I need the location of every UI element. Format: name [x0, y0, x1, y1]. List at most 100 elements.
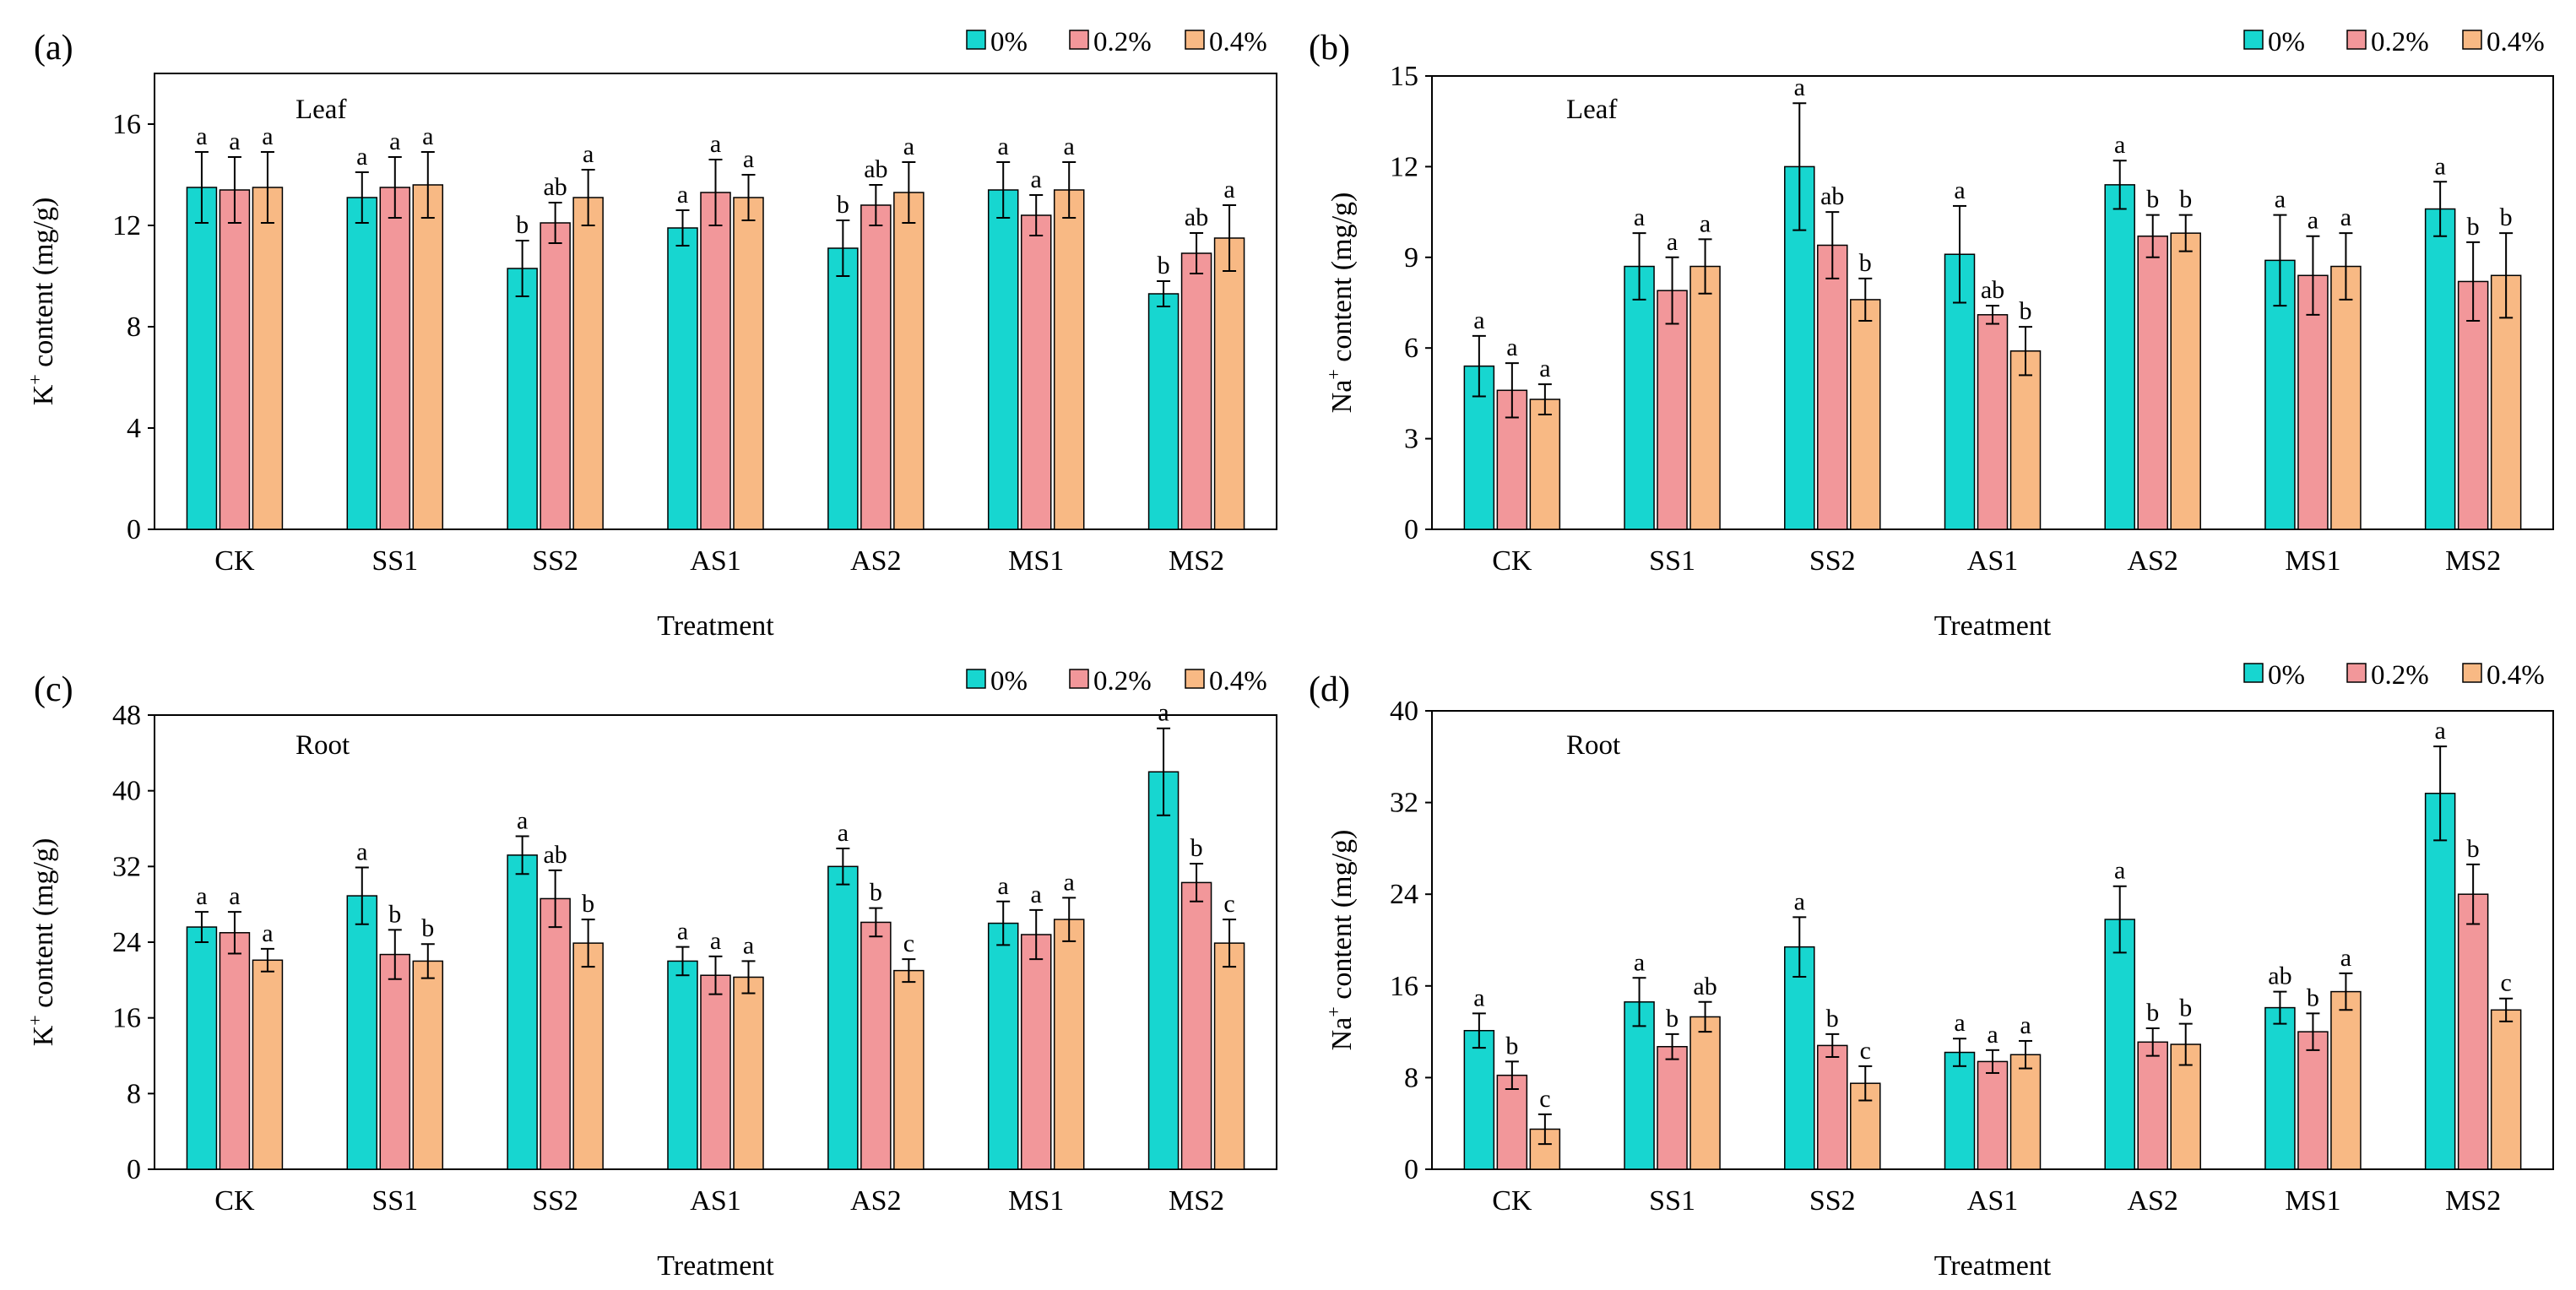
significance-letter: a: [677, 181, 688, 209]
x-tick-label: AS1: [1967, 1185, 2018, 1217]
y-axis-title-sup: +: [1323, 369, 1344, 379]
y-axis-title-rest: content (mg/g): [28, 838, 59, 1016]
bar: [252, 959, 284, 1170]
legend-swatch: [2462, 663, 2482, 683]
x-tick-label: SS2: [1809, 1185, 1856, 1217]
bar: [2297, 274, 2329, 530]
significance-letter: ab: [1820, 182, 1844, 210]
significance-letter: ab: [543, 173, 567, 201]
bar: [2457, 893, 2489, 1170]
significance-letter: a: [710, 927, 721, 955]
y-tick-label: 32: [112, 851, 141, 882]
bar: [1850, 1082, 1881, 1170]
significance-letter: a: [1506, 333, 1517, 361]
tissue-label: Root: [1566, 730, 1620, 761]
significance-letter: a: [1223, 176, 1234, 203]
significance-letter: a: [2275, 186, 2286, 214]
significance-letter: a: [1987, 1021, 1998, 1049]
x-tick-label: SS1: [1649, 1185, 1695, 1217]
chart-panel-b: 0 3 6 9 12 15 Na+ content (mg/g) Treatment (b) Le…: [1309, 27, 2554, 642]
legend-swatch: [1069, 669, 1089, 689]
significance-letter: c: [1860, 1037, 1871, 1065]
bar: [667, 960, 698, 1170]
bar: [2009, 1054, 2042, 1170]
bar: [572, 942, 604, 1170]
bar: [412, 960, 444, 1170]
legend-label: 0.4%: [1209, 666, 1267, 696]
significance-letter: a: [1634, 203, 1645, 231]
significance-letter: ab: [1693, 973, 1716, 1000]
significance-letter: c: [1223, 890, 1234, 918]
significance-letter: a: [1473, 306, 1484, 334]
significance-letter: a: [1064, 868, 1075, 896]
bar: [1213, 942, 1245, 1170]
bar: [1020, 214, 1052, 530]
significance-letter: a: [2434, 152, 2445, 180]
y-tick-label: 8: [127, 1078, 141, 1109]
y-axis-title: K+ content (mg/g): [24, 198, 59, 406]
legend-label: 0%: [2268, 660, 2305, 691]
significance-letter: b: [388, 900, 401, 928]
bar: [667, 227, 698, 530]
x-axis-title: Treatment: [1934, 1250, 2052, 1282]
y-tick-label: 0: [1404, 1154, 1418, 1185]
significance-letter: b: [582, 890, 594, 918]
y-tick-label: 48: [112, 700, 141, 731]
bar: [1463, 1029, 1495, 1170]
y-axis-title-main: K: [28, 1025, 59, 1046]
bar: [2424, 208, 2456, 530]
y-axis-title-rest: content (mg/g): [1326, 830, 1358, 1007]
significance-letter: b: [2307, 984, 2319, 1011]
bar: [1689, 1016, 1721, 1170]
chart-panel-d: 0 8 16 24 32 40 Na+ content (mg/g) Treatment (d)…: [1309, 660, 2554, 1282]
bar: [2104, 919, 2135, 1170]
bar: [733, 197, 764, 530]
legend-label: 0.2%: [1093, 27, 1152, 57]
bar: [1624, 1001, 1655, 1170]
bar: [252, 187, 284, 530]
significance-letter: a: [262, 919, 273, 947]
significance-letter: a: [1539, 355, 1550, 382]
y-tick-label: 15: [1390, 61, 1418, 92]
legend-label: 0.2%: [1093, 666, 1152, 696]
significance-letter: a: [1794, 73, 1805, 101]
bar: [2330, 990, 2362, 1170]
x-tick-label: AS2: [2127, 1185, 2177, 1217]
y-axis-title-rest: content (mg/g): [28, 198, 59, 375]
significance-letter: a: [422, 122, 433, 150]
y-axis-title-main: Na: [1326, 1017, 1358, 1051]
y-axis-title-main: Na: [1326, 380, 1358, 414]
legend-swatch: [966, 669, 986, 689]
significance-letter: a: [356, 837, 367, 865]
significance-letter: b: [1859, 249, 1872, 277]
bar: [860, 921, 892, 1170]
significance-letter: b: [516, 211, 529, 239]
bar: [2330, 265, 2362, 530]
significance-letter: a: [1031, 165, 1042, 193]
chart-panel-c: 0 8 16 24 32 40 48 K+ content (mg/g) Treatment (c…: [24, 666, 1277, 1282]
bar: [186, 187, 218, 530]
x-tick-label: MS1: [1008, 545, 1064, 577]
bar: [2104, 184, 2135, 530]
bar: [2424, 792, 2456, 1170]
bar: [860, 204, 892, 530]
y-tick-label: 40: [112, 776, 141, 807]
bar: [507, 268, 538, 530]
significance-letter: b: [870, 879, 882, 907]
y-axis-title-rest: content (mg/g): [1326, 192, 1358, 370]
x-tick-label: SS2: [532, 545, 578, 577]
legend-label: 0%: [990, 666, 1028, 696]
significance-letter: b: [1190, 834, 1203, 862]
bar: [2490, 1009, 2522, 1170]
significance-letter: a: [583, 140, 594, 168]
legend-swatch: [1185, 669, 1205, 689]
x-tick-label: AS1: [690, 545, 740, 577]
y-tick-label: 0: [127, 1154, 141, 1185]
significance-letter: b: [421, 914, 434, 942]
legend-swatch: [2346, 30, 2367, 50]
significance-letter: b: [2020, 297, 2032, 325]
significance-letter: ab: [543, 841, 567, 869]
y-axis-title: K+ content (mg/g): [24, 838, 59, 1047]
significance-letter: ab: [2268, 962, 2291, 990]
